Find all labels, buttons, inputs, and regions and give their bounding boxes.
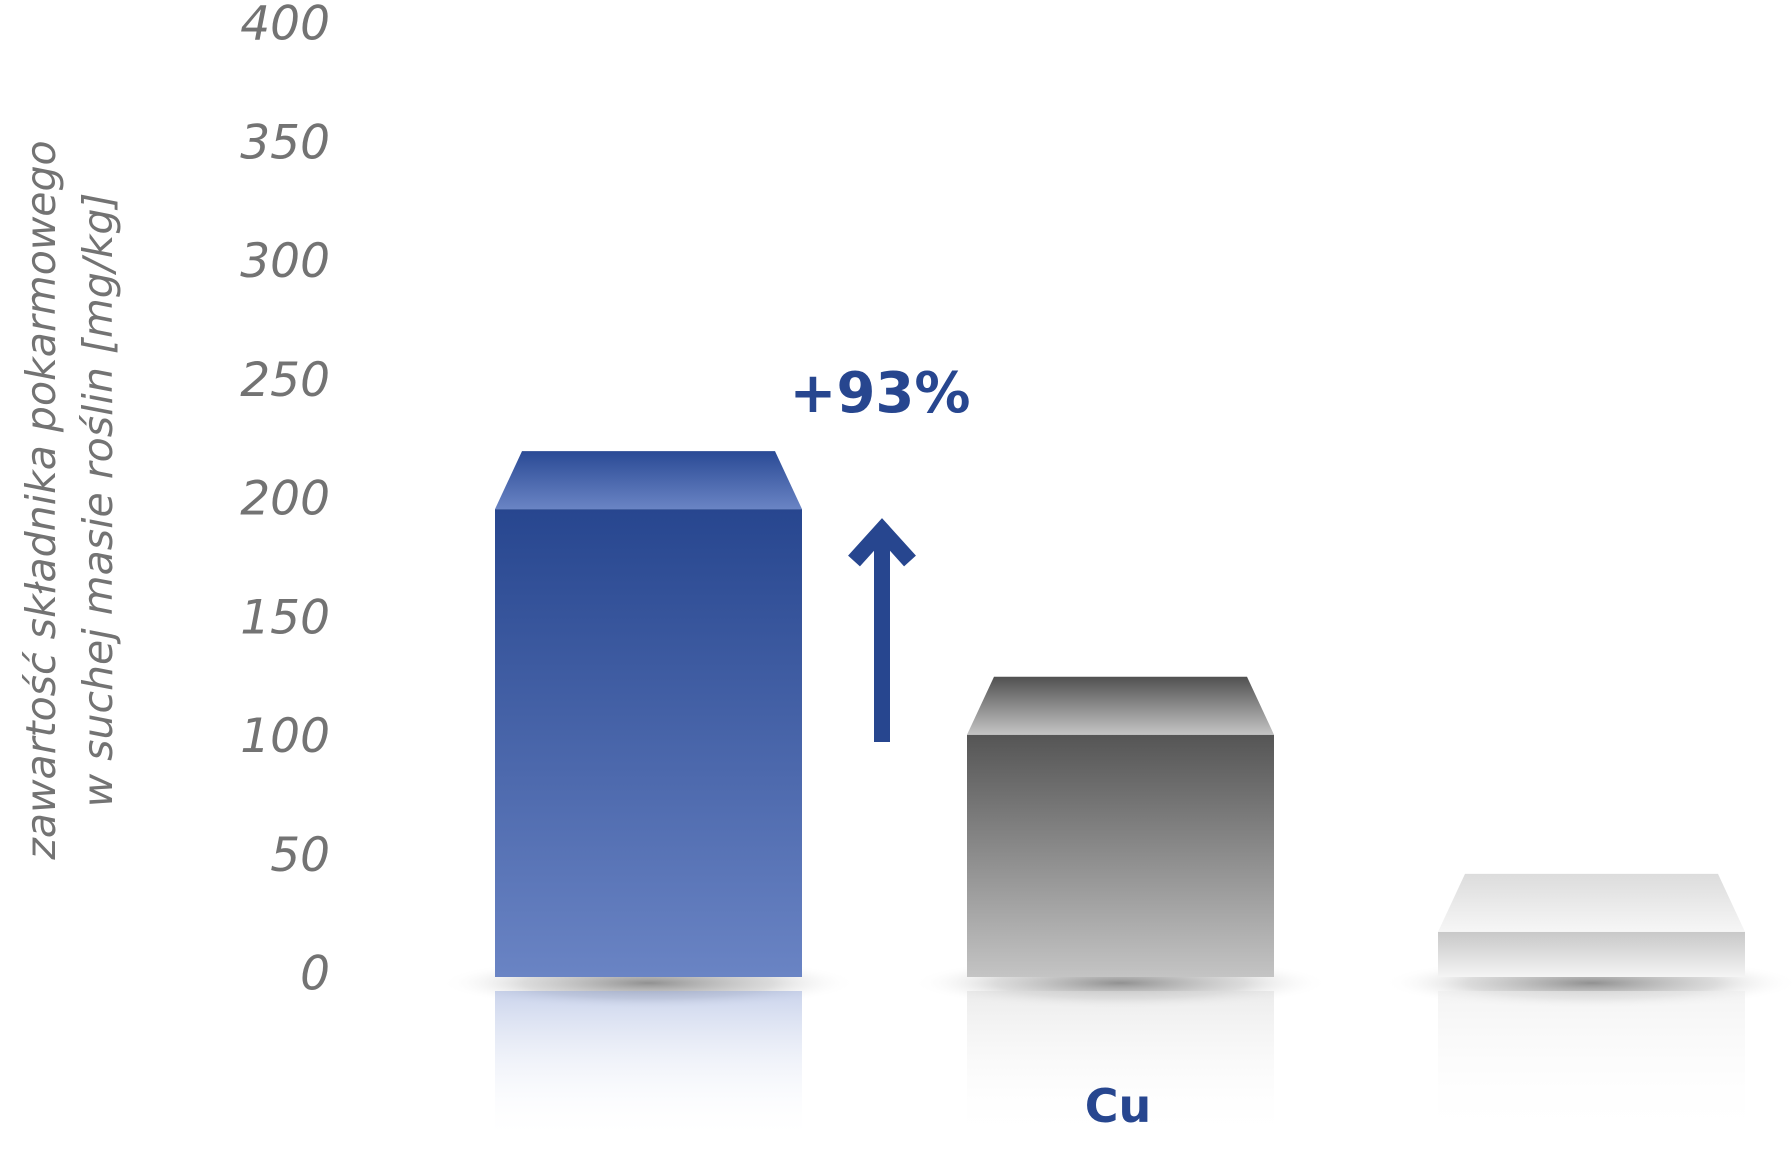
y-tick-label-400: 400: [240, 0, 330, 52]
bar-3-front: [1438, 931, 1745, 977]
percent-change-label: +93%: [790, 361, 971, 426]
y-tick-label-100: 100: [240, 709, 330, 764]
bar-1-top: [495, 451, 802, 510]
y-tick-label-300: 300: [240, 234, 330, 289]
y-axis-title-line-1: zawartość składnika pokarmowego: [17, 140, 65, 860]
y-tick-label-50: 50: [270, 828, 330, 883]
bar-2-reflection: [967, 991, 1274, 1141]
category-label: Cu: [1085, 1079, 1152, 1133]
y-axis-title: zawartość składnika pokarmowego w suchej…: [17, 140, 122, 860]
bar-3-reflection: [1438, 991, 1745, 1141]
bar-1-reflection: [495, 991, 802, 1141]
y-tick-label-150: 150: [240, 590, 330, 645]
bar-1: [440, 451, 857, 1141]
bar-2: [912, 676, 1329, 1141]
y-tick-label-350: 350: [240, 115, 330, 170]
bar-3-top: [1438, 873, 1745, 932]
y-tick-label-0: 0: [300, 947, 330, 1002]
y-axis-ticks: 0 50 100 150 200 250 300 350 400: [240, 0, 330, 1002]
y-tick-label-200: 200: [240, 472, 330, 527]
change-annotation: +93%: [790, 361, 971, 742]
bar-1-front: [495, 509, 802, 977]
bar-2-top: [967, 676, 1274, 735]
bar-3: [1383, 873, 1792, 1141]
up-arrow-icon: [848, 518, 916, 742]
bars: [440, 451, 1792, 1141]
bar-2-front: [967, 734, 1274, 977]
y-axis-title-line-2: w suchej masie roślin [mg/kg]: [74, 193, 122, 808]
y-tick-label-250: 250: [240, 353, 330, 408]
